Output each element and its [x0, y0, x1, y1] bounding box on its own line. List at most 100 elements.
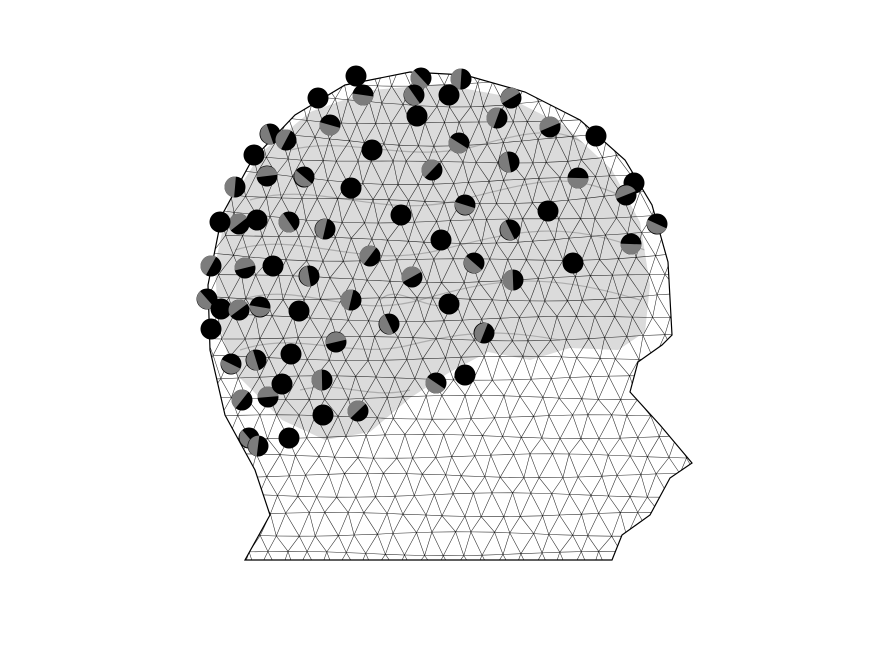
- mesh-edge: [496, 242, 508, 260]
- mesh-edge: [238, 493, 260, 495]
- mesh-edge: [650, 535, 666, 537]
- mesh-edge: [672, 127, 678, 148]
- mesh-edge: [636, 255, 656, 258]
- mesh-edge: [639, 191, 653, 216]
- mesh-edge: [244, 67, 257, 70]
- mesh-edge: [359, 336, 369, 361]
- mesh-edge: [347, 512, 355, 536]
- mesh-edge: [551, 377, 570, 379]
- mesh-edge: [665, 398, 677, 417]
- mesh-edge: [474, 435, 483, 456]
- mesh-edge: [627, 72, 645, 74]
- mesh-edge: [551, 493, 560, 516]
- mesh-edge: [521, 121, 528, 142]
- mesh-edge: [307, 359, 330, 361]
- mesh-edge: [655, 457, 670, 475]
- mesh-edge: [572, 534, 588, 537]
- mesh-edge: [665, 512, 678, 536]
- mesh-edge: [445, 474, 454, 494]
- mesh-edge: [482, 554, 504, 556]
- mesh-edge: [299, 512, 310, 537]
- mesh-edge: [658, 512, 667, 536]
- mesh-edge: [222, 168, 241, 172]
- mesh-edge: [412, 434, 425, 459]
- mesh-edge: [266, 197, 282, 199]
- mesh-edge: [241, 274, 246, 299]
- mesh-edge: [590, 376, 599, 400]
- mesh-edge: [329, 138, 350, 142]
- mesh-edge: [316, 198, 329, 222]
- mesh-edge: [499, 72, 512, 82]
- mesh-edge: [231, 514, 247, 516]
- eeg-electrode: [311, 369, 333, 391]
- mesh-edge: [595, 115, 617, 119]
- mesh-edge: [552, 72, 561, 80]
- mesh-edge: [416, 514, 427, 533]
- mesh-edge: [208, 396, 221, 417]
- mesh-edge: [451, 456, 462, 476]
- mesh-edge: [320, 298, 342, 300]
- mesh-edge: [256, 453, 267, 477]
- mesh-edge: [619, 274, 628, 298]
- mesh-edge: [424, 532, 433, 556]
- mesh-edge: [555, 137, 569, 162]
- mesh-edge: [675, 187, 689, 212]
- mesh-edge: [632, 316, 644, 336]
- mesh-edge: [650, 106, 664, 111]
- mesh-edge: [521, 416, 534, 438]
- mesh-edge: [416, 395, 427, 420]
- mesh-edge: [559, 72, 567, 80]
- mesh-edge: [400, 72, 412, 87]
- mesh-edge: [408, 241, 417, 260]
- mesh-edge: [552, 438, 561, 454]
- mesh-edge: [386, 496, 396, 514]
- mesh-edge: [480, 516, 495, 533]
- mesh-edge: [501, 280, 508, 301]
- eeg-electrode: [307, 87, 329, 109]
- mesh-edge: [512, 492, 521, 517]
- mesh-edge: [533, 515, 543, 534]
- mesh-edge: [486, 203, 497, 220]
- mesh-edge: [676, 552, 688, 560]
- mesh-edge: [612, 258, 619, 276]
- mesh-edge: [558, 377, 571, 399]
- mesh-edge: [479, 203, 487, 220]
- mesh-edge: [342, 222, 365, 224]
- mesh-edge: [632, 47, 644, 70]
- mesh-edge: [455, 418, 472, 420]
- mesh-edge: [541, 437, 561, 439]
- eeg-electrode: [498, 151, 520, 173]
- mesh-edge: [590, 476, 603, 496]
- mesh-edge: [647, 552, 660, 560]
- mesh-edge: [295, 551, 308, 560]
- mesh-edge: [377, 397, 388, 419]
- mesh-edge: [548, 534, 561, 553]
- mesh-edge: [353, 512, 365, 536]
- mesh-edge: [615, 358, 630, 376]
- mesh-edge: [310, 317, 331, 320]
- mesh-edge: [550, 340, 562, 358]
- mesh-edge: [638, 359, 648, 376]
- mesh-edge: [246, 494, 260, 515]
- mesh-edge: [314, 136, 330, 140]
- mesh-edge: [425, 85, 438, 107]
- mesh-edge: [416, 282, 428, 298]
- mesh-edge: [285, 399, 300, 416]
- mesh-edge: [637, 149, 652, 153]
- mesh-edge: [443, 183, 454, 203]
- mesh-edge: [238, 376, 260, 379]
- mesh-edge: [250, 476, 267, 478]
- mesh-edge: [595, 176, 605, 197]
- mesh-edge: [491, 573, 513, 574]
- mesh-edge: [494, 417, 503, 437]
- mesh-edge: [548, 514, 560, 535]
- mesh-edge: [575, 275, 591, 277]
- mesh-edge: [335, 572, 358, 573]
- mesh-edge: [513, 121, 522, 142]
- mesh-edge: [494, 532, 504, 555]
- mesh-edge: [335, 237, 344, 262]
- mesh-edge: [387, 377, 395, 398]
- mesh-edge: [545, 137, 557, 163]
- mesh-edge: [387, 397, 394, 419]
- mesh-edge: [494, 531, 510, 534]
